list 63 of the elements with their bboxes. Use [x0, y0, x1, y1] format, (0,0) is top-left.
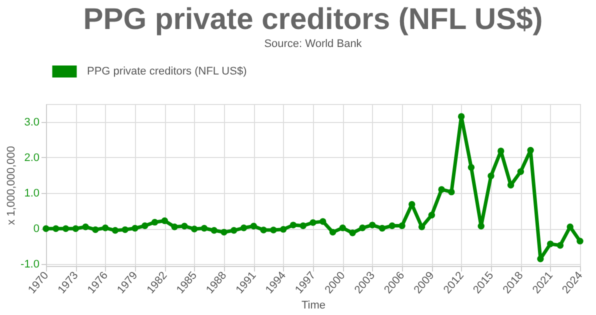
y-tick-label: -1.0 — [20, 258, 40, 271]
point — [576, 238, 584, 244]
point — [488, 172, 494, 180]
x-axis-title: Time — [301, 299, 326, 312]
point — [171, 223, 178, 230]
point — [92, 226, 99, 234]
point — [230, 227, 238, 234]
point — [240, 224, 248, 232]
point — [62, 225, 70, 232]
point — [132, 224, 138, 232]
point — [388, 222, 396, 230]
point — [368, 222, 376, 228]
point — [250, 222, 258, 230]
point — [220, 228, 228, 236]
point — [498, 148, 504, 154]
point — [428, 212, 436, 218]
point — [478, 222, 484, 230]
point — [517, 168, 524, 175]
point — [546, 240, 554, 248]
point — [290, 222, 297, 228]
legend-label: PPG private creditors (NFL US$) — [87, 66, 247, 78]
point — [556, 242, 564, 249]
point — [458, 113, 465, 120]
point — [82, 223, 89, 230]
point — [339, 224, 346, 232]
point — [270, 226, 277, 234]
point — [329, 228, 336, 236]
point — [359, 224, 366, 232]
point — [349, 230, 356, 236]
point — [566, 223, 574, 230]
y-tick-label: 1.0 — [24, 188, 40, 200]
point — [122, 226, 128, 234]
point — [190, 226, 198, 232]
point — [142, 222, 148, 230]
point — [280, 226, 287, 233]
point — [112, 227, 119, 234]
y-tick-label: 0 — [33, 223, 40, 236]
point — [300, 222, 306, 230]
point — [200, 224, 208, 232]
y-axis-title: x 1,000,000,000 — [6, 146, 18, 225]
point — [161, 217, 168, 224]
point — [438, 186, 445, 193]
point — [398, 222, 406, 230]
point — [448, 188, 455, 196]
chart-title: PPG private creditors (NFL US$) — [83, 3, 543, 36]
point — [527, 146, 534, 154]
point — [151, 218, 158, 226]
point — [52, 225, 60, 232]
point — [320, 218, 326, 225]
point — [260, 226, 267, 234]
y-tick-label: 2.0 — [24, 152, 40, 164]
chart-subtitle: Source: World Bank — [264, 38, 362, 50]
y-tick-label: 3.0 — [24, 116, 40, 128]
point — [181, 222, 188, 230]
point — [42, 225, 50, 232]
point — [210, 227, 218, 234]
point — [507, 182, 514, 189]
point — [378, 224, 386, 232]
point — [310, 219, 316, 226]
point — [468, 164, 475, 171]
point — [537, 256, 544, 262]
point — [102, 224, 109, 232]
point — [72, 225, 80, 232]
